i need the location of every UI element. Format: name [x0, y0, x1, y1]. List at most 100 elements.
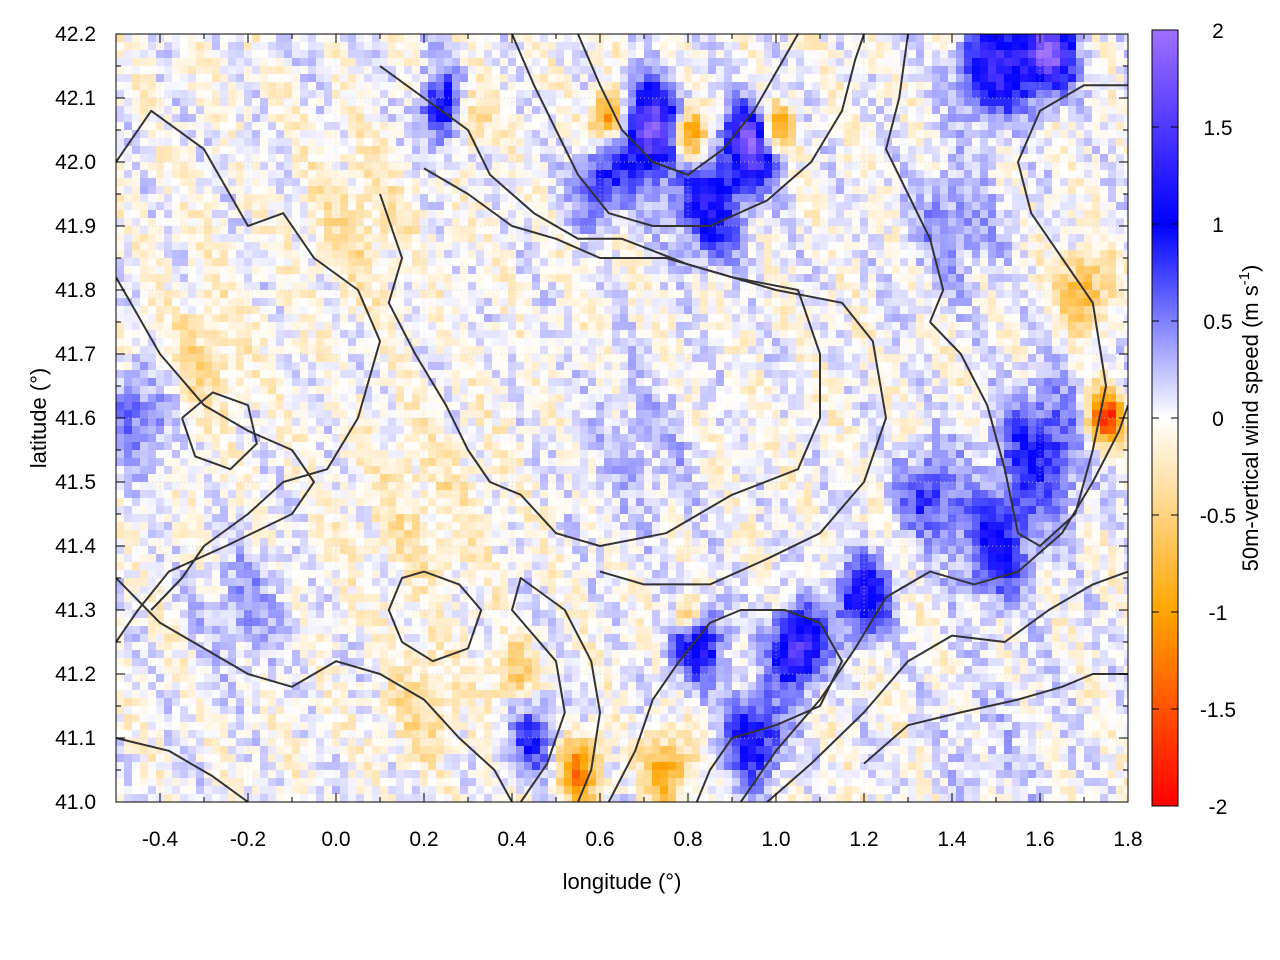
heat-cell [132, 306, 141, 315]
heat-cell [428, 114, 437, 123]
heat-cell [500, 250, 509, 259]
heat-cell [660, 98, 669, 107]
heat-cell [980, 98, 989, 107]
heat-cell [964, 226, 973, 235]
heat-cell [1060, 226, 1069, 235]
heat-cell [404, 74, 413, 83]
heat-cell [236, 74, 245, 83]
heat-cell [404, 154, 413, 163]
heat-cell [644, 66, 653, 75]
heat-cell [284, 258, 293, 267]
heat-cell [164, 218, 173, 227]
heat-cell [436, 290, 445, 299]
heat-cell [148, 146, 157, 155]
heat-cell [820, 338, 829, 347]
heat-cell [1116, 322, 1125, 331]
heat-cell [836, 290, 845, 299]
heat-cell [940, 330, 949, 339]
heat-cell [428, 258, 437, 267]
heat-cell [164, 258, 173, 267]
heat-cell [1012, 226, 1021, 235]
heat-cell [140, 42, 149, 51]
heat-cell [924, 226, 933, 235]
heat-cell [220, 330, 229, 339]
heat-cell [972, 122, 981, 131]
heat-cell [1060, 122, 1069, 131]
heat-cell [468, 218, 477, 227]
heat-cell [460, 266, 469, 275]
heat-cell [124, 322, 133, 331]
heat-cell [700, 338, 709, 347]
heat-cell [1100, 114, 1109, 123]
heat-cell [692, 114, 701, 123]
heat-cell [452, 42, 461, 51]
heat-cell [756, 162, 765, 171]
heat-cell [524, 306, 533, 315]
heat-cell [1060, 330, 1069, 339]
heat-cell [732, 282, 741, 291]
heat-cell [124, 58, 133, 67]
heat-cell [612, 274, 621, 283]
heat-cell [908, 210, 917, 219]
heat-cell [852, 146, 861, 155]
heat-cell [1084, 250, 1093, 259]
heat-cell [980, 194, 989, 203]
heat-cell [132, 202, 141, 211]
heat-cell [172, 170, 181, 179]
heat-cell [172, 186, 181, 195]
heat-cell [180, 330, 189, 339]
heat-cell [260, 242, 269, 251]
heat-cell [380, 210, 389, 219]
heat-cell [388, 218, 397, 227]
heat-cell [340, 98, 349, 107]
heat-cell [972, 186, 981, 195]
heat-cell [308, 242, 317, 251]
heat-cell [1004, 154, 1013, 163]
heat-cell [644, 274, 653, 283]
heat-cell [404, 346, 413, 355]
heat-cell [900, 274, 909, 283]
heat-cell [844, 282, 853, 291]
heat-cell [268, 322, 277, 331]
heat-cell [1084, 114, 1093, 123]
heat-cell [1012, 218, 1021, 227]
heat-cell [780, 306, 789, 315]
heat-cell [644, 42, 653, 51]
heat-cell [196, 210, 205, 219]
heat-cell [612, 298, 621, 307]
heat-cell [1124, 34, 1128, 43]
heat-cell [300, 218, 309, 227]
heat-cell [372, 50, 381, 59]
heat-cell [524, 322, 533, 331]
heat-cell [340, 346, 349, 355]
heat-cell [132, 250, 141, 259]
heat-cell [148, 242, 157, 251]
heat-cell [1092, 82, 1101, 91]
heat-cell [836, 266, 845, 275]
heat-cell [1100, 170, 1109, 179]
heat-cell [300, 50, 309, 59]
heat-cell [628, 114, 637, 123]
heat-cell [748, 218, 757, 227]
heat-cell [612, 306, 621, 315]
heat-cell [924, 242, 933, 251]
heat-cell [1028, 330, 1037, 339]
heat-cell [460, 330, 469, 339]
heat-cell [700, 226, 709, 235]
heat-cell [740, 90, 749, 99]
heat-cell [1124, 322, 1128, 331]
heat-cell [1020, 226, 1029, 235]
heat-cell [900, 138, 909, 147]
heat-cell [276, 298, 285, 307]
heat-cell [124, 98, 133, 107]
heat-cell [876, 66, 885, 75]
heat-cell [732, 154, 741, 163]
heat-cell [268, 314, 277, 323]
heat-cell [644, 162, 653, 171]
heat-cell [1092, 202, 1101, 211]
heat-cell [564, 170, 573, 179]
heat-cell [1108, 90, 1117, 99]
heat-cell [524, 266, 533, 275]
heat-cell [1028, 226, 1037, 235]
heat-cell [116, 82, 125, 91]
